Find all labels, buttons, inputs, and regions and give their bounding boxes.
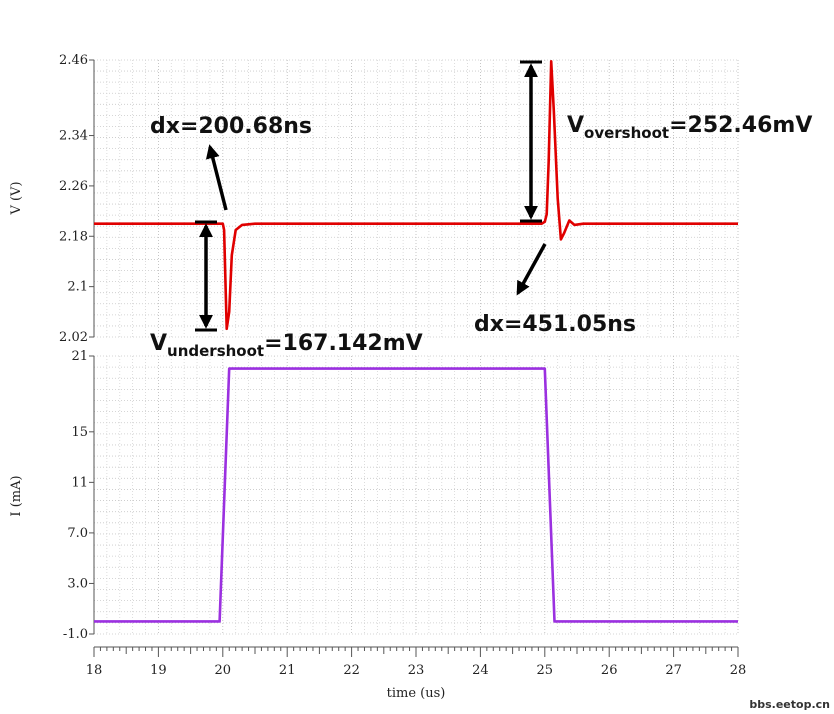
undershoot-main: V	[150, 331, 167, 356]
bottom-y-tick-label: 7.0	[67, 526, 88, 541]
watermark: bbs.eetop.cn	[749, 698, 830, 711]
bottom-y-axis-title: I (mA)	[9, 475, 24, 516]
top-y-axis-title: V (V)	[9, 181, 24, 215]
dx-left-arrow	[205, 144, 228, 211]
voltage-series-line	[94, 59, 738, 331]
undershoot-value: =167.142mV	[264, 331, 423, 356]
x-tick-label: 20	[215, 663, 232, 678]
x-tick-label: 24	[472, 663, 489, 678]
bottom-y-tick-label: 15	[71, 425, 88, 440]
x-tick-label: 27	[665, 663, 682, 678]
bottom-y-tick-label: -1.0	[63, 627, 88, 642]
top-y-tick-label: 2.34	[59, 129, 88, 144]
tick-labels: 2.46 2.34 2.26 2.18 2.1 2.02 21 15 11 7.0 3.0 -1.0 1…	[59, 53, 746, 678]
overshoot-label: Vovershoot=252.46mV	[567, 113, 812, 142]
bottom-y-tick-label: 11	[71, 475, 88, 490]
x-tick-label: 26	[601, 663, 618, 678]
dx-right-arrow	[516, 243, 547, 296]
x-tick-label: 22	[343, 663, 360, 678]
undershoot-subscript: undershoot	[167, 342, 264, 360]
dx-left-label: dx=200.68ns	[150, 114, 312, 139]
overshoot-main: V	[567, 113, 584, 138]
top-y-tick-label: 2.46	[59, 53, 88, 68]
x-tick-label: 23	[408, 663, 425, 678]
x-tick-label: 19	[150, 663, 167, 678]
annotation-arrows	[195, 60, 547, 332]
top-y-tick-label: 2.18	[59, 229, 88, 244]
x-tick-label: 18	[86, 663, 103, 678]
x-tick-label: 28	[730, 663, 747, 678]
overshoot-value: =252.46mV	[669, 113, 812, 138]
x-tick-label: 25	[537, 663, 554, 678]
current-series-line	[94, 367, 738, 623]
grid-layer	[93, 59, 739, 635]
axes-layer	[89, 59, 739, 657]
overshoot-subscript: overshoot	[584, 124, 669, 142]
top-y-tick-label: 2.26	[59, 179, 88, 194]
dx-right-label: dx=451.05ns	[474, 312, 636, 337]
top-y-tick-label: 2.02	[59, 330, 88, 345]
x-axis-title: time (us)	[387, 686, 446, 701]
x-tick-label: 21	[279, 663, 296, 678]
series-layer	[94, 59, 738, 623]
bottom-y-tick-label: 21	[71, 349, 88, 364]
top-y-tick-label: 2.1	[67, 280, 88, 295]
bottom-y-tick-label: 3.0	[67, 576, 88, 591]
undershoot-label: Vundershoot=167.142mV	[150, 331, 423, 360]
